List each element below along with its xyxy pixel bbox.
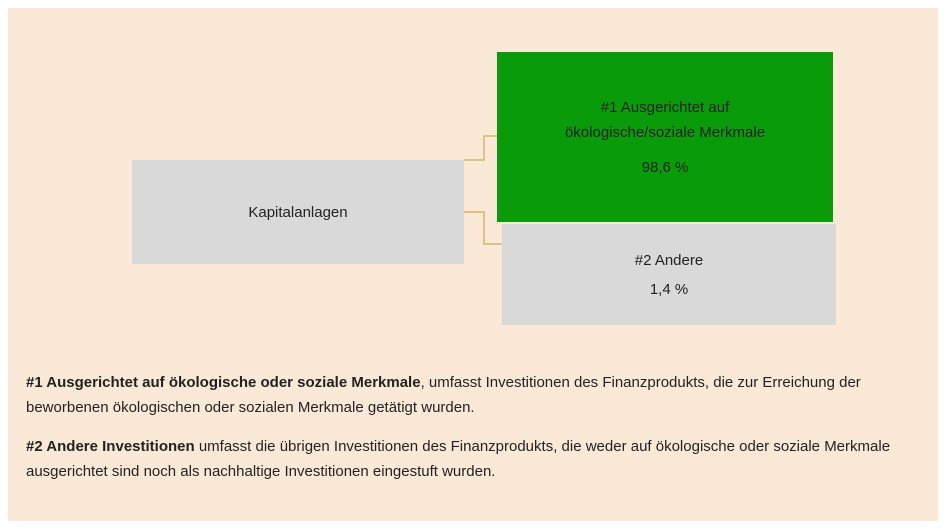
notes: #1 Ausgerichtet auf ökologische oder soz… <box>26 370 931 498</box>
node-other: #2 Andere 1,4 % <box>502 224 836 325</box>
node-share: 1,4 % <box>649 280 689 298</box>
node-aligned: #1 Ausgerichtet auf ökologische/soziale … <box>497 52 833 222</box>
node-label: Kapitalanlagen <box>248 203 348 221</box>
note: #1 Ausgerichtet auf ökologische oder soz… <box>26 370 931 420</box>
note-term: #1 Ausgerichtet auf ökologische oder soz… <box>26 374 421 391</box>
connector <box>464 135 497 161</box>
note: #2 Andere Investitionen umfasst die übri… <box>26 434 931 484</box>
node-label: #1 Ausgerichtet auf <box>600 98 730 116</box>
node-label: #2 Andere <box>634 251 704 269</box>
node-share: 98,6 % <box>641 158 689 176</box>
note-term: #2 Andere Investitionen <box>26 438 195 455</box>
note-text: , umfasst Investitionen des Finanzproduk… <box>26 374 861 416</box>
note-text: umfasst die übrigen Investitionen des Fi… <box>26 438 891 480</box>
node-root: Kapitalanlagen <box>132 160 464 264</box>
connector <box>464 211 502 245</box>
node-label: ökologische/soziale Merkmale <box>564 123 766 141</box>
